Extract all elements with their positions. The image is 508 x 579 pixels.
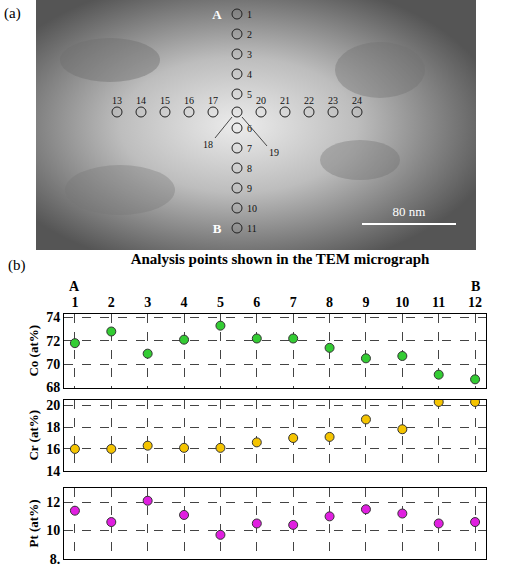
svg-text:10: 10: [247, 203, 257, 214]
svg-text:18: 18: [203, 139, 213, 150]
svg-text:70: 70: [46, 357, 60, 372]
svg-text:10: 10: [395, 295, 409, 310]
svg-text:5: 5: [247, 89, 252, 100]
svg-text:4: 4: [181, 295, 188, 310]
svg-text:8.: 8.: [50, 552, 61, 567]
svg-text:B: B: [471, 279, 480, 294]
svg-text:13: 13: [112, 95, 122, 106]
svg-text:11: 11: [247, 223, 257, 234]
svg-text:A: A: [69, 279, 80, 294]
svg-text:12: 12: [468, 295, 482, 310]
svg-text:17: 17: [208, 95, 218, 106]
svg-text:2: 2: [108, 295, 115, 310]
svg-text:7: 7: [247, 143, 252, 154]
svg-text:3: 3: [247, 49, 252, 60]
svg-text:19: 19: [269, 147, 279, 158]
svg-text:80 nm: 80 nm: [393, 204, 426, 219]
svg-text:16: 16: [184, 95, 194, 106]
svg-text:2: 2: [247, 29, 252, 40]
svg-text:22: 22: [304, 95, 314, 106]
svg-text:Pt (at%): Pt (at%): [26, 499, 41, 547]
svg-text:Analysis points shown in the T: Analysis points shown in the TEM microgr…: [131, 251, 430, 267]
svg-text:16: 16: [46, 442, 60, 457]
svg-text:4: 4: [247, 69, 252, 80]
svg-text:74: 74: [46, 310, 60, 325]
svg-text:18: 18: [46, 420, 60, 435]
svg-text:15: 15: [160, 95, 170, 106]
svg-text:12: 12: [46, 495, 60, 510]
svg-text:6: 6: [247, 123, 252, 134]
svg-text:14: 14: [46, 464, 60, 479]
svg-text:1: 1: [247, 9, 252, 20]
svg-text:14: 14: [136, 95, 146, 106]
svg-text:3: 3: [144, 295, 151, 310]
svg-text:68: 68: [46, 380, 60, 395]
svg-text:20: 20: [256, 95, 266, 106]
svg-text:21: 21: [280, 95, 290, 106]
svg-text:6: 6: [253, 295, 260, 310]
svg-text:7: 7: [290, 295, 297, 310]
svg-text:9: 9: [247, 183, 252, 194]
svg-text:B: B: [213, 221, 222, 236]
svg-text:(a): (a): [4, 5, 21, 22]
svg-text:23: 23: [328, 95, 338, 106]
svg-text:8: 8: [326, 295, 333, 310]
svg-text:5: 5: [217, 295, 224, 310]
svg-text:8: 8: [247, 163, 252, 174]
svg-text:Co (at%): Co (at%): [26, 325, 41, 377]
svg-text:(b): (b): [8, 257, 26, 274]
svg-text:10: 10: [46, 523, 60, 538]
svg-text:72: 72: [46, 334, 60, 349]
svg-text:24: 24: [352, 95, 362, 106]
svg-text:Cr (at%): Cr (at%): [26, 410, 41, 461]
svg-text:A: A: [212, 7, 222, 22]
svg-text:9: 9: [362, 295, 369, 310]
svg-text:11: 11: [432, 295, 445, 310]
svg-text:20: 20: [46, 398, 60, 413]
svg-text:1: 1: [71, 295, 78, 310]
